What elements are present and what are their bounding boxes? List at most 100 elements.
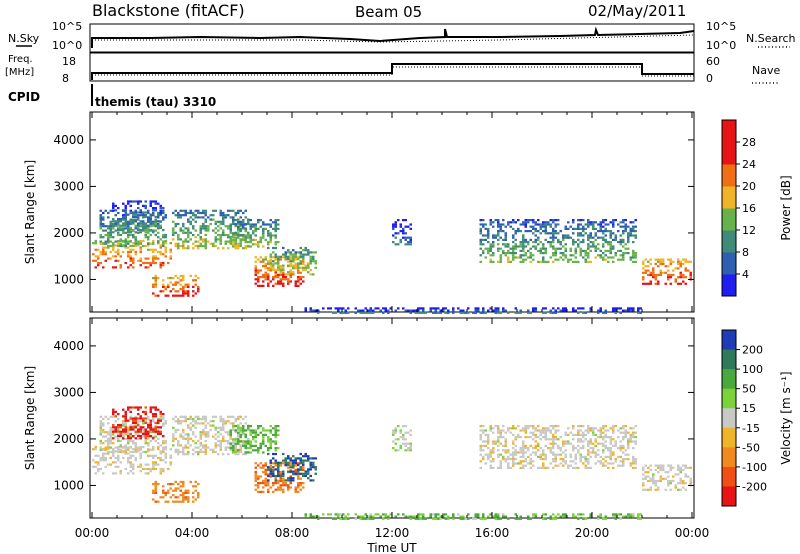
data-cell: [497, 513, 500, 516]
data-cell: [647, 479, 650, 483]
data-cell: [552, 311, 555, 314]
data-cell: [109, 450, 112, 454]
data-cell: [244, 440, 247, 443]
data-cell: [274, 436, 277, 439]
data-cell: [144, 224, 147, 227]
data-cell: [214, 428, 217, 432]
data-cell: [287, 251, 290, 254]
data-cell: [109, 463, 112, 466]
data-cell: [539, 466, 542, 469]
data-cell: [509, 427, 512, 430]
data-cell: [239, 436, 242, 439]
data-cell: [194, 498, 197, 501]
data-cell: [497, 440, 500, 443]
data-cell: [112, 242, 115, 245]
data-cell: [219, 240, 222, 243]
data-cell: [187, 453, 190, 456]
data-cell: [112, 433, 115, 436]
data-cell: [479, 447, 482, 450]
data-cell: [254, 488, 257, 491]
data-cell: [529, 466, 532, 469]
data-cell: [222, 420, 225, 423]
data-cell: [514, 462, 517, 465]
data-cell: [512, 433, 515, 436]
data-cell: [149, 213, 152, 216]
data-cell: [517, 436, 520, 439]
data-cell: [197, 288, 200, 291]
data-cell: [287, 457, 290, 460]
data-cell: [612, 219, 615, 222]
data-cell: [182, 285, 185, 288]
data-cell: [512, 236, 515, 239]
data-cell: [497, 225, 500, 228]
data-cell: [152, 207, 155, 210]
data-cell: [512, 462, 515, 465]
data-cell: [239, 444, 242, 447]
data-cell: [517, 451, 520, 454]
data-cell: [412, 515, 415, 518]
data-cell: [562, 252, 565, 255]
data-cell: [542, 464, 545, 467]
data-cell: [522, 444, 525, 447]
data-cell: [539, 455, 542, 458]
data-cell: [607, 230, 610, 233]
data-cell: [459, 311, 462, 314]
data-cell: [124, 242, 127, 245]
data-cell: [622, 447, 625, 450]
data-cell: [122, 231, 125, 234]
data-cell: [392, 429, 395, 432]
data-cell: [419, 517, 422, 520]
data-cell: [484, 223, 487, 226]
data-cell: [239, 242, 242, 245]
data-cell: [129, 456, 132, 460]
data-cell: [609, 232, 612, 235]
data-cell: [504, 451, 507, 454]
data-cell: [152, 445, 155, 449]
data-cell: [149, 215, 152, 218]
data-cell: [234, 438, 237, 441]
data-cell: [452, 515, 455, 518]
data-cell: [187, 489, 190, 492]
data-cell: [137, 424, 140, 427]
data-cell: [277, 447, 280, 450]
data-cell: [129, 415, 132, 418]
freq-panel: Freq. [MHz] 18 8 60 0 Nave: [5, 52, 780, 85]
data-cell: [409, 309, 412, 312]
data-cell: [657, 488, 660, 491]
data-cell: [247, 427, 250, 430]
data-cell: [162, 496, 165, 499]
data-cell: [179, 420, 182, 423]
data-cell: [514, 232, 517, 235]
data-cell: [227, 209, 230, 212]
data-cell: [579, 440, 582, 443]
data-cell: [199, 431, 202, 434]
data-cell: [402, 436, 405, 439]
data-cell: [557, 238, 560, 241]
data-cell: [127, 446, 130, 449]
data-cell: [202, 240, 205, 243]
data-cell: [607, 241, 610, 244]
data-cell: [144, 222, 147, 225]
data-cell: [109, 250, 112, 254]
data-cell: [292, 466, 295, 469]
data-cell: [154, 439, 157, 443]
data-cell: [139, 250, 142, 254]
data-cell: [527, 449, 530, 452]
data-cell: [127, 202, 130, 205]
data-cell: [187, 218, 190, 221]
data-cell: [642, 482, 645, 485]
data-cell: [107, 236, 110, 239]
data-cell: [639, 311, 642, 314]
data-cell: [297, 280, 300, 283]
data-cell: [144, 421, 147, 424]
data-cell: [314, 266, 317, 269]
data-cell: [609, 458, 612, 461]
data-cell: [274, 236, 277, 239]
data-cell: [169, 281, 172, 284]
velocity-colorbar-block: [722, 447, 736, 468]
data-cell: [647, 282, 650, 285]
data-cell: [502, 243, 505, 246]
data-cell: [399, 447, 402, 450]
data-cell: [302, 255, 305, 258]
data-cell: [399, 238, 402, 241]
